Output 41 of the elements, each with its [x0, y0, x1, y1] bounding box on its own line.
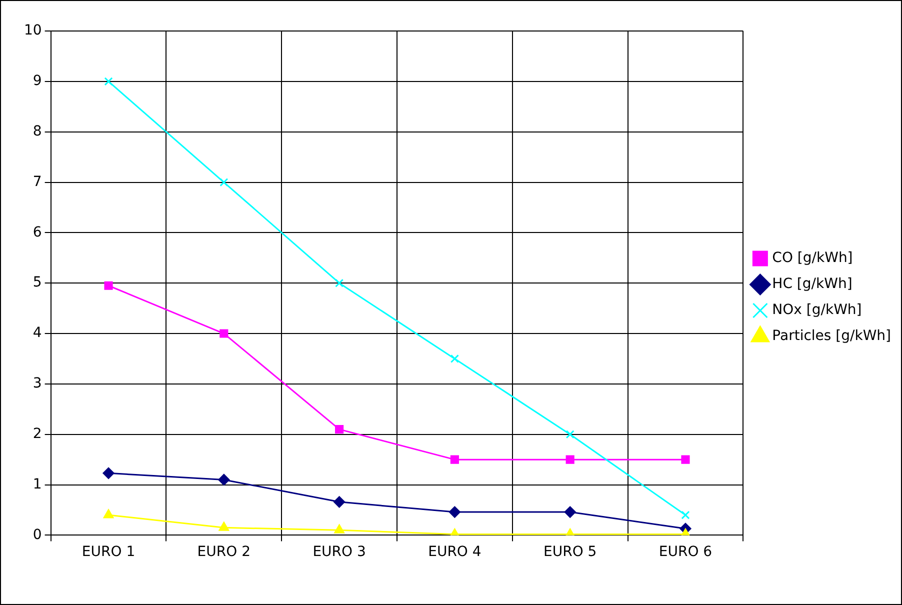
point	[450, 354, 459, 364]
x-tick-label: EURO 1	[82, 544, 136, 560]
point	[103, 509, 114, 518]
point	[450, 455, 459, 464]
legend-label: HC [g/kWh]	[772, 276, 852, 292]
y-tick-label: 2	[32, 426, 42, 442]
x-tick-label: EURO 2	[197, 544, 251, 560]
legend-label: Particles [g/kWh]	[772, 328, 892, 344]
point	[681, 455, 690, 464]
point	[566, 430, 574, 439]
point	[335, 425, 344, 434]
point	[448, 506, 460, 518]
point	[104, 77, 113, 86]
y-tick-label: 8	[32, 123, 42, 140]
y-tick-label: 7	[32, 174, 42, 190]
x-tick-label: EURO 3	[312, 544, 366, 560]
y-tick-label: 3	[32, 376, 42, 392]
point	[102, 467, 114, 479]
point	[220, 329, 228, 338]
point	[334, 496, 346, 508]
point	[566, 455, 574, 464]
y-tick-label: 6	[32, 224, 42, 240]
y-tick-label: 0	[32, 526, 42, 543]
point	[681, 510, 690, 520]
x-tick-label: EURO 5	[543, 544, 597, 560]
y-tick-label: 9	[32, 73, 42, 90]
point	[220, 178, 228, 187]
point	[218, 522, 229, 531]
x-tick-label: EURO 6	[658, 544, 712, 560]
point	[335, 278, 344, 288]
legend-label: NOx [g/kWh]	[772, 302, 862, 318]
point	[218, 474, 230, 486]
y-tick-label: 10	[24, 22, 42, 39]
point	[334, 524, 344, 534]
y-tick-label: 4	[32, 325, 42, 342]
y-tick-label: 5	[32, 274, 42, 291]
point	[564, 506, 576, 518]
point	[104, 281, 113, 290]
y-tick-label: 1	[32, 476, 42, 492]
legend-label: CO [g/kWh]	[772, 250, 853, 266]
x-tick-label: EURO 4	[428, 544, 482, 560]
